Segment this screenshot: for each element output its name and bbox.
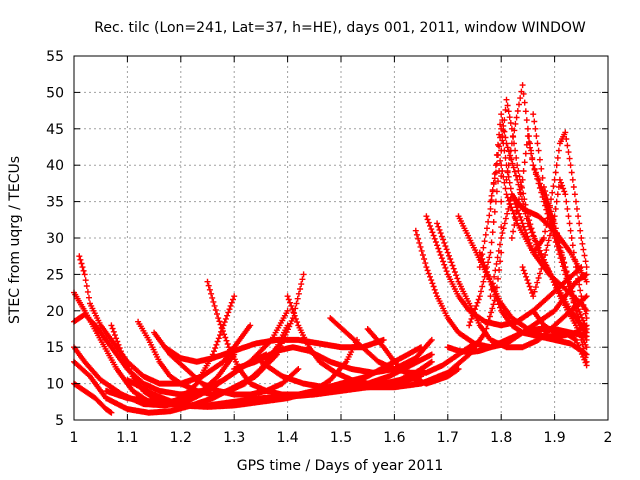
series-arc35 bbox=[530, 307, 590, 369]
y-tick-label: 25 bbox=[46, 267, 64, 283]
y-tick-label: 5 bbox=[55, 413, 64, 429]
series-arc34 bbox=[487, 125, 590, 285]
y-tick-label: 10 bbox=[46, 377, 64, 393]
y-tick-label: 15 bbox=[46, 340, 64, 356]
series-markers bbox=[231, 336, 435, 376]
series-arc14 bbox=[231, 336, 435, 376]
y-tick-label: 50 bbox=[46, 85, 64, 101]
series-markers bbox=[498, 162, 590, 314]
series-markers bbox=[530, 307, 590, 369]
y-tick-label: 35 bbox=[46, 195, 64, 211]
tick-labels: 1 1.1 1.2 1.3 1.4 1.5 1.6 1.7 1.8 1.9 251015202530… bbox=[46, 49, 612, 446]
axis-ticks bbox=[73, 55, 609, 421]
x-tick-label: 1 bbox=[70, 430, 79, 446]
x-tick-label: 1.1 bbox=[116, 430, 138, 446]
y-axis-label: STEC from uqrg / TECUs bbox=[7, 156, 23, 324]
x-tick-label: 2 bbox=[604, 430, 613, 446]
series-arc29 bbox=[498, 162, 590, 314]
x-tick-label: 1.7 bbox=[437, 430, 459, 446]
x-tick-label: 1.3 bbox=[223, 430, 245, 446]
x-axis-label: GPS time / Days of year 2011 bbox=[237, 458, 444, 474]
series-markers bbox=[487, 125, 590, 285]
x-tick-label: 1.9 bbox=[543, 430, 565, 446]
x-tick-label: 1.6 bbox=[383, 430, 405, 446]
data-layer bbox=[71, 82, 590, 416]
y-tick-label: 40 bbox=[46, 158, 64, 174]
chart-title: Rec. tilc (Lon=241, Lat=37, h=HE), days … bbox=[94, 20, 586, 36]
y-tick-label: 20 bbox=[46, 304, 64, 320]
y-tick-label: 30 bbox=[46, 231, 64, 247]
x-tick-label: 1.5 bbox=[330, 430, 352, 446]
y-tick-label: 55 bbox=[46, 49, 64, 65]
series-arc30 bbox=[476, 249, 590, 358]
x-tick-label: 1.8 bbox=[490, 430, 512, 446]
x-tick-label: 1.2 bbox=[170, 430, 192, 446]
y-tick-label: 45 bbox=[46, 122, 64, 138]
series-markers bbox=[476, 249, 590, 358]
x-tick-label: 1.4 bbox=[276, 430, 298, 446]
